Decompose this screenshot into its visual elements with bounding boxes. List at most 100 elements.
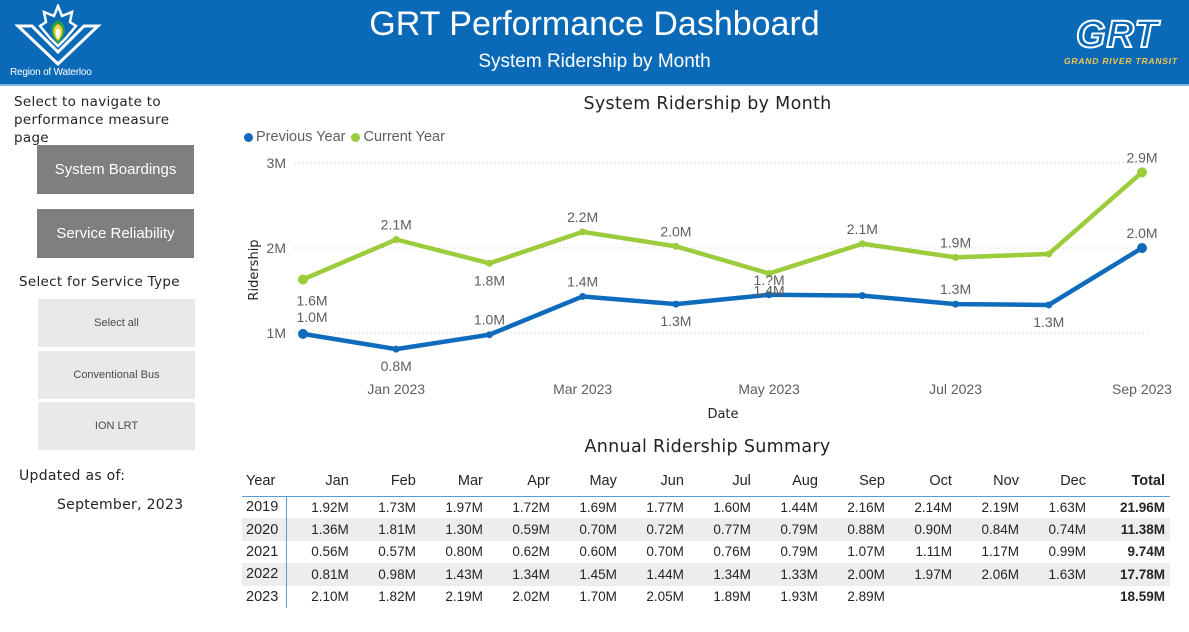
data-point-previous-year bbox=[1137, 243, 1147, 253]
page-subtitle: System Ridership by Month bbox=[478, 51, 711, 72]
header-divider bbox=[0, 84, 1189, 86]
column-header-mar[interactable]: Mar bbox=[457, 472, 483, 489]
month-value-cell bbox=[890, 586, 957, 608]
x-tick-label: Jul 2023 bbox=[929, 381, 982, 397]
month-value-cell: 1.63M bbox=[1048, 566, 1086, 582]
month-value-cell: 1.36M bbox=[311, 522, 349, 538]
month-value-cell: 0.70M bbox=[646, 544, 684, 560]
data-label-current-year: 1.9M bbox=[940, 234, 971, 250]
month-value-cell: 1.17M bbox=[981, 544, 1019, 560]
data-point-previous-year bbox=[392, 345, 400, 353]
data-label-previous-year: 0.8M bbox=[381, 358, 412, 374]
month-value-cell: 2.05M bbox=[646, 589, 684, 605]
total-cell: 18.59M bbox=[1119, 589, 1165, 605]
column-header-sep[interactable]: Sep bbox=[859, 472, 885, 489]
month-value-cell: 1.43M bbox=[445, 566, 483, 582]
column-header-jul[interactable]: Jul bbox=[732, 472, 751, 489]
month-value-cell: 1.89M bbox=[713, 589, 751, 605]
updated-label: Updated as of: bbox=[19, 468, 126, 484]
year-cell: 2021 bbox=[242, 540, 287, 564]
month-value-cell: 0.79M bbox=[780, 544, 818, 560]
month-value-cell: 1.34M bbox=[713, 566, 751, 582]
month-value-cell: 1.69M bbox=[579, 499, 617, 515]
service-type-label: Select for Service Type bbox=[19, 274, 180, 290]
legend-marker-previous-year bbox=[244, 132, 253, 142]
slicer-option-select-all[interactable]: Select all bbox=[38, 299, 195, 347]
data-point-current-year bbox=[1137, 167, 1147, 178]
data-point-previous-year bbox=[298, 328, 308, 339]
data-label-current-year: 2.2M bbox=[567, 209, 598, 225]
dashboard-header bbox=[0, 0, 1189, 84]
grt-logo-tagline: GRAND RIVER TRANSIT bbox=[1064, 56, 1178, 66]
table-row: 2022 0.81M 0.98M 1.43M 1.34M 1.45M 1.44M 1.34M 1… bbox=[242, 563, 1170, 586]
month-value-cell: 0.59M bbox=[512, 522, 550, 538]
data-point-current-year bbox=[579, 228, 587, 236]
total-cell: 21.96M bbox=[1119, 499, 1165, 515]
data-label-previous-year: 1.0M bbox=[474, 312, 505, 328]
month-value-cell: 2.06M bbox=[981, 566, 1019, 582]
data-point-current-year bbox=[765, 270, 773, 277]
slicer-option-conventional-bus[interactable]: Conventional Bus bbox=[38, 351, 195, 399]
data-point-previous-year bbox=[765, 291, 773, 299]
month-value-cell: 2.89M bbox=[847, 589, 885, 605]
table-row: 2019 1.92M 1.73M 1.97M 1.72M 1.69M 1.77M 1.60M 1… bbox=[242, 496, 1170, 519]
month-value-cell: 0.84M bbox=[981, 522, 1019, 538]
data-label-current-year: 2.9M bbox=[1126, 149, 1157, 165]
month-value-cell: 0.76M bbox=[713, 544, 751, 560]
region-of-waterloo-text: Region of Waterloo bbox=[10, 67, 92, 78]
column-header-total[interactable]: Total bbox=[1131, 472, 1165, 489]
column-header-nov[interactable]: Nov bbox=[993, 472, 1019, 489]
month-value-cell: 1.92M bbox=[311, 499, 349, 515]
month-value-cell: 0.60M bbox=[579, 544, 617, 560]
data-label-previous-year: 1.3M bbox=[1033, 314, 1064, 330]
column-header-oct[interactable]: Oct bbox=[929, 472, 952, 489]
column-header-apr[interactable]: Apr bbox=[527, 472, 550, 489]
column-header-jun[interactable]: Jun bbox=[660, 472, 684, 489]
total-cell: 9.74M bbox=[1127, 544, 1165, 560]
month-value-cell: 0.56M bbox=[311, 544, 349, 560]
month-value-cell: 0.57M bbox=[378, 544, 416, 560]
year-cell: 2019 bbox=[242, 496, 287, 519]
system-boardings-button[interactable]: System Boardings bbox=[37, 145, 194, 194]
x-tick-label: Jan 2023 bbox=[367, 381, 425, 397]
month-value-cell: 2.00M bbox=[847, 566, 885, 582]
y-tick-label: 2M bbox=[267, 240, 286, 256]
month-value-cell: 0.62M bbox=[512, 544, 550, 560]
data-label-current-year: 1.4M bbox=[754, 283, 785, 299]
y-axis-title: Ridership bbox=[247, 239, 262, 300]
trillium-icon bbox=[14, 4, 102, 66]
navigation-prompt: Select to navigate to performance measur… bbox=[14, 94, 170, 146]
data-point-current-year bbox=[858, 240, 866, 248]
year-cell: 2020 bbox=[242, 518, 287, 541]
data-point-previous-year bbox=[485, 331, 493, 339]
month-value-cell: 1.34M bbox=[512, 566, 550, 582]
data-point-current-year bbox=[485, 259, 493, 267]
column-header-jan[interactable]: Jan bbox=[325, 472, 349, 489]
data-point-current-year bbox=[952, 253, 960, 261]
month-value-cell: 0.79M bbox=[780, 522, 818, 538]
table-row: 2021 0.56M 0.57M 0.80M 0.62M 0.60M 0.70M 0.76M 0… bbox=[242, 540, 1170, 564]
month-value-cell: 0.80M bbox=[445, 544, 483, 560]
data-labels: 1.0M 0.8M 1.0M 1.4M 1.3M 1.?M 1.3M 1.3M 2.0M 1.6M… bbox=[296, 149, 1157, 374]
year-cell: 2022 bbox=[242, 563, 287, 586]
legend-item-previous-year[interactable]: Previous Year bbox=[244, 129, 345, 145]
month-value-cell: 0.72M bbox=[646, 522, 684, 538]
slicer-option-ion-lrt[interactable]: ION LRT bbox=[38, 402, 195, 450]
column-header-aug[interactable]: Aug bbox=[792, 472, 818, 489]
column-header-year[interactable]: Year bbox=[246, 472, 276, 489]
region-of-waterloo-logo: Region of Waterloo bbox=[6, 4, 106, 80]
month-value-cell: 1.60M bbox=[713, 499, 751, 515]
data-label-current-year: 1.8M bbox=[474, 272, 505, 288]
month-value-cell: 2.10M bbox=[311, 589, 349, 605]
month-value-cell: 2.02M bbox=[512, 589, 550, 605]
updated-value: September, 2023 bbox=[57, 497, 184, 513]
legend-item-current-year[interactable]: Current Year bbox=[351, 129, 445, 145]
column-header-may[interactable]: May bbox=[589, 472, 617, 489]
month-value-cell: 0.88M bbox=[847, 522, 885, 538]
column-header-dec[interactable]: Dec bbox=[1060, 472, 1086, 489]
data-point-previous-year bbox=[672, 300, 680, 308]
annual-ridership-table: Year Jan Feb Mar Apr May Jun Jul Aug Sep Oct Nov Dec… bbox=[242, 466, 1170, 608]
service-reliability-button[interactable]: Service Reliability bbox=[37, 209, 194, 258]
column-header-feb[interactable]: Feb bbox=[390, 472, 416, 489]
month-value-cell: 1.82M bbox=[378, 589, 416, 605]
